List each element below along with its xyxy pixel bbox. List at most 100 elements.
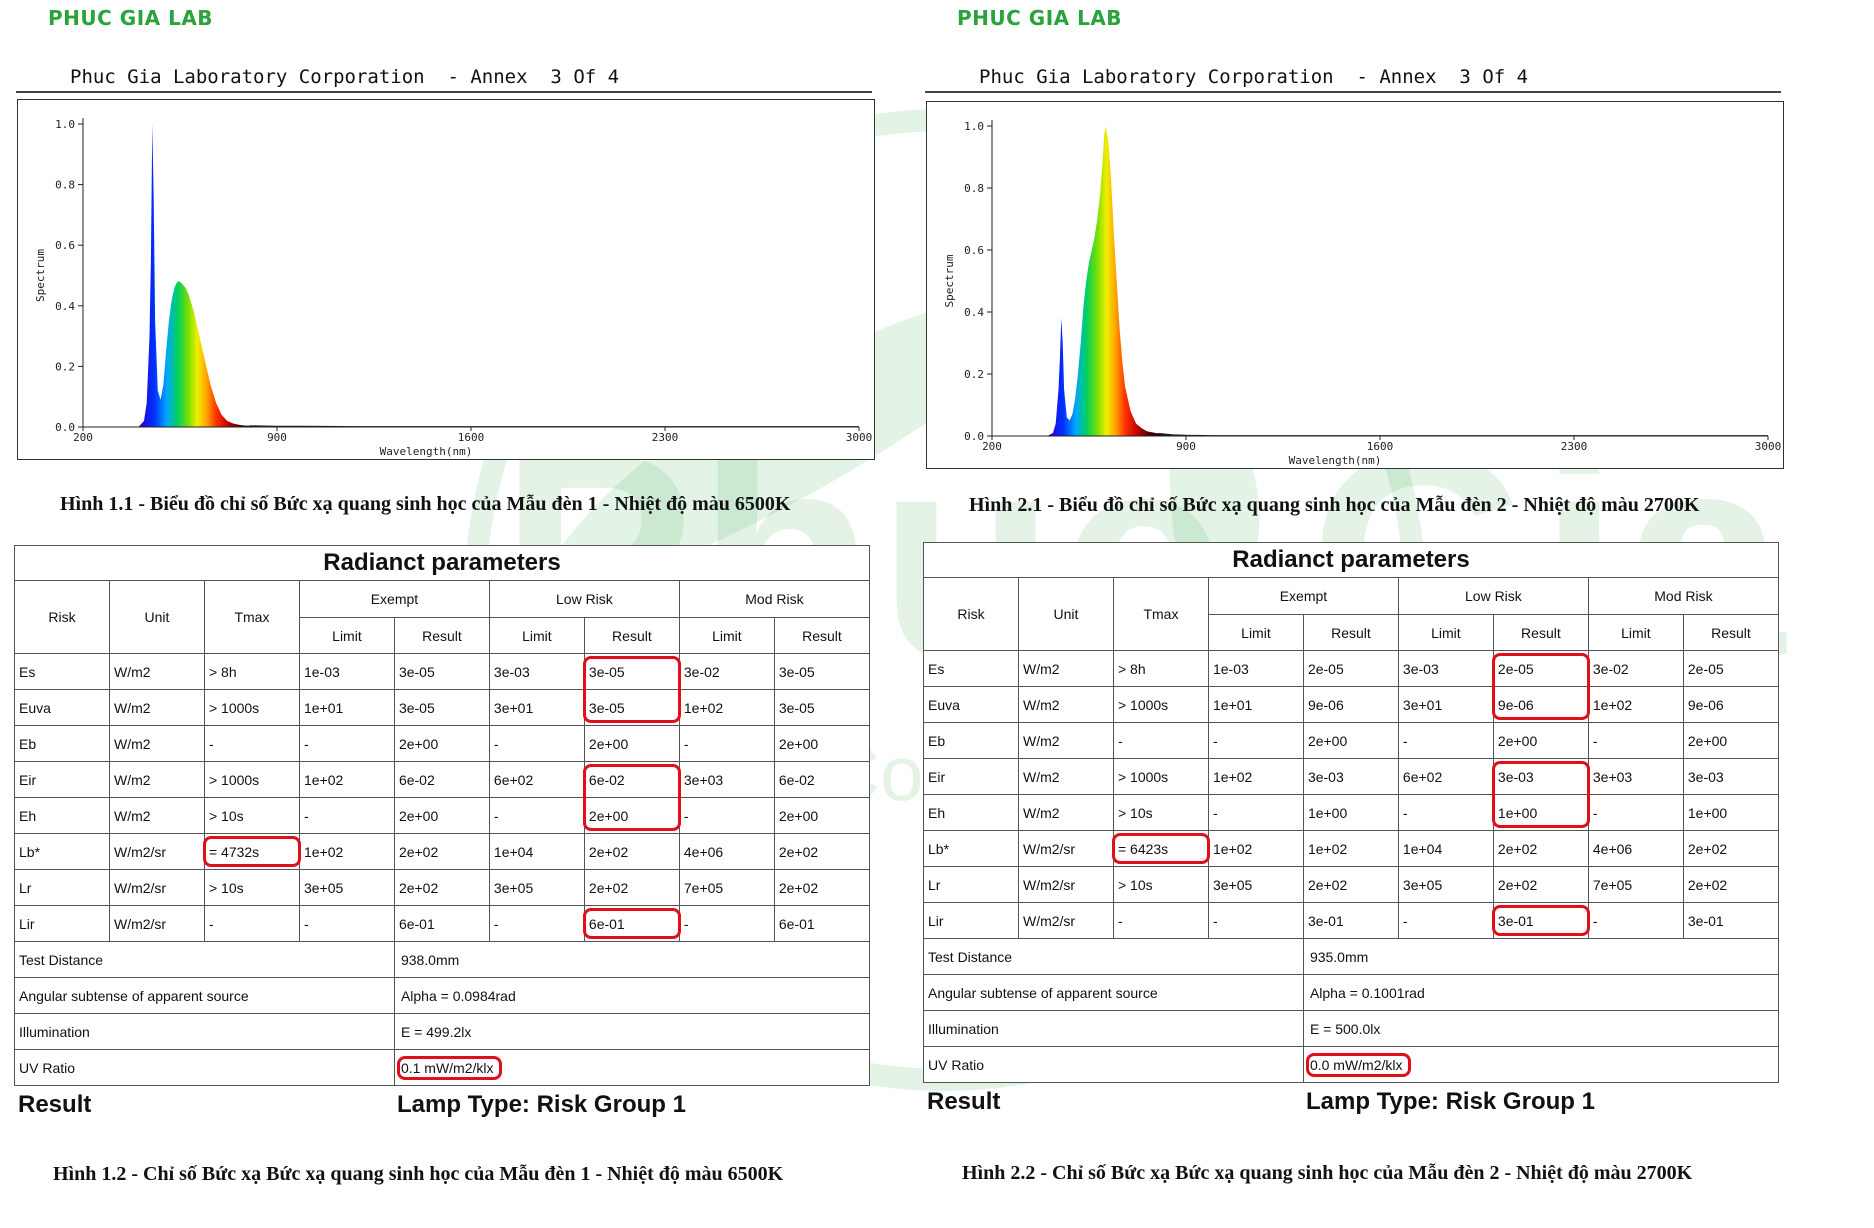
header-result: Result xyxy=(1492,614,1589,651)
report-title-divider xyxy=(925,91,1781,93)
info-value: 0.1 mW/m2/klx xyxy=(393,1049,871,1086)
cell-lr-result: 2e-05 xyxy=(1492,650,1591,688)
header-tmax: Tmax xyxy=(203,580,300,654)
y-tick-label: 0.4 xyxy=(964,306,984,319)
radiant-parameters-table: Radianct parameters Risk Unit Tmax Exempt Low… xyxy=(923,542,1780,1083)
cell-lr-result: 2e+02 xyxy=(583,869,680,906)
cell-tmax: > 10s xyxy=(1112,794,1209,831)
cell-lr-limit: - xyxy=(488,797,585,834)
cell-tmax: - xyxy=(1112,902,1209,939)
table-row: Eb W/m2- -2e+00-2e+00-2e+00 xyxy=(14,725,871,762)
x-axis-label: Wavelength(nm) xyxy=(380,445,473,458)
cell-risk: Lir xyxy=(923,902,1019,939)
cell-ex-limit: 3e+05 xyxy=(1207,866,1304,903)
info-value: Alpha = 0.1001rad xyxy=(1302,974,1780,1011)
cell-risk: Euva xyxy=(14,689,110,726)
cell-mr-limit: 3e+03 xyxy=(678,761,775,798)
cell-lr-result: 2e+02 xyxy=(583,833,680,870)
cell-ex-result: 3e-05 xyxy=(393,689,490,726)
cell-lr-result: 2e+00 xyxy=(583,725,680,762)
header-mod-risk: Mod Risk xyxy=(1587,577,1780,615)
cell-mr-result: 2e+02 xyxy=(773,869,871,906)
cell-lr-limit: 3e+05 xyxy=(488,869,585,906)
cell-ex-result: 2e+00 xyxy=(393,725,490,762)
x-axis-label: Wavelength(nm) xyxy=(1289,454,1382,467)
cell-mr-result: 9e-06 xyxy=(1682,686,1780,723)
cell-unit: W/m2/sr xyxy=(108,905,205,942)
table-row: Eir W/m2 > 1000s 1e+02 6e-02 6e+02 6e-02 3e+03 6… xyxy=(14,761,871,799)
x-tick-label: 900 xyxy=(1176,440,1196,453)
cell-lr-limit: 3e+05 xyxy=(1397,866,1494,903)
chart-caption: Hình 2.1 - Biểu đồ chỉ số Bức xạ quang s… xyxy=(969,494,1700,516)
cell-lr-limit: 6e+02 xyxy=(488,761,585,798)
cell-tmax: > 1000s xyxy=(203,689,300,726)
info-label: Angular subtense of apparent source xyxy=(14,977,395,1014)
table-row: Eh W/m2 > 10s -2e+00-2e+00-2e+00 xyxy=(14,797,871,834)
table-caption: Hình 1.2 - Chỉ số Bức xạ Bức xạ quang si… xyxy=(53,1163,784,1185)
info-row: Illumination E = 500.0lx xyxy=(923,1010,1780,1047)
table-row: Lb* W/m2/sr = 4732s 1e+02 2e+02 1e+04 2e+02 4e+… xyxy=(14,833,871,870)
cell-risk: Es xyxy=(14,653,110,690)
cell-ex-limit: 1e-03 xyxy=(1207,650,1304,687)
x-tick-label: 900 xyxy=(267,431,287,444)
cell-lr-limit: 6e+02 xyxy=(1397,758,1494,795)
table-title: Radianct parameters xyxy=(923,542,1779,578)
cell-mr-result: 6e-01 xyxy=(773,905,871,942)
cell-mr-result: 2e+02 xyxy=(773,833,871,870)
info-label: Test Distance xyxy=(14,941,395,978)
cell-ex-result: 2e+02 xyxy=(393,833,490,870)
cell-risk: Lr xyxy=(923,866,1019,903)
header-exempt: Exempt xyxy=(298,580,490,618)
info-label: Angular subtense of apparent source xyxy=(923,974,1304,1011)
y-tick-label: 0.6 xyxy=(964,244,984,257)
x-tick-label: 200 xyxy=(73,431,93,444)
info-value: 938.0mm xyxy=(393,941,871,978)
x-tick-label: 3000 xyxy=(846,431,873,444)
cell-ex-limit: 1e-03 xyxy=(298,653,395,690)
cell-mr-limit: 3e-02 xyxy=(1587,650,1684,687)
result-row: Result Lamp Type: Risk Group 1 xyxy=(18,1091,878,1131)
cell-mr-limit: 3e-02 xyxy=(678,653,775,690)
cell-mr-result: 2e-05 xyxy=(1682,650,1780,687)
cell-mr-result: 2e+00 xyxy=(1682,722,1780,759)
cell-risk: Eir xyxy=(14,761,110,798)
cell-ex-limit: - xyxy=(298,797,395,834)
report-title: Phuc Gia Laboratory Corporation - Annex … xyxy=(70,66,620,88)
info-value-text: 0.1 mW/m2/klx xyxy=(396,1054,502,1082)
cell-tmax: > 8h xyxy=(1112,650,1209,687)
cell-unit: W/m2/sr xyxy=(1017,830,1114,867)
cell-ex-result: 2e+02 xyxy=(393,869,490,906)
header-low-risk: Low Risk xyxy=(488,580,680,618)
table-row: Lir W/m2/sr - -3e-01-3e-01-3e-01 xyxy=(923,902,1780,939)
info-row: UV Ratio 0.0 mW/m2/klx xyxy=(923,1046,1780,1083)
cell-tmax: > 10s xyxy=(203,797,300,834)
cell-lr-limit: - xyxy=(1397,794,1494,831)
cell-mr-limit: - xyxy=(1587,722,1684,759)
cell-ex-limit: 1e+02 xyxy=(1207,830,1304,867)
cell-mr-limit: 1e+02 xyxy=(678,689,775,726)
cell-mr-result: 2e+02 xyxy=(1682,830,1780,867)
header-unit: Unit xyxy=(108,580,205,654)
cell-ex-limit: 1e+02 xyxy=(1207,758,1304,795)
table-row: Lb* W/m2/sr = 6423s 1e+02 1e+02 1e+04 2e+02 4e+… xyxy=(923,830,1780,867)
cell-lr-limit: 3e-03 xyxy=(488,653,585,690)
cell-mr-limit: - xyxy=(678,905,775,942)
header-result: Result xyxy=(1302,614,1399,651)
y-tick-label: 1.0 xyxy=(55,118,75,131)
info-value-text: Alpha = 0.1001rad xyxy=(1309,984,1425,1001)
info-value: 0.0 mW/m2/klx xyxy=(1302,1046,1780,1083)
cell-mr-result: 3e-01 xyxy=(1682,902,1780,939)
cell-mr-limit: 4e+06 xyxy=(678,833,775,870)
y-tick-label: 0.8 xyxy=(964,182,984,195)
cell-lr-result: 2e+00 xyxy=(583,797,682,834)
chart-caption: Hình 1.1 - Biểu đồ chỉ số Bức xạ quang s… xyxy=(60,493,791,515)
brand-label: PHUC GIA LAB xyxy=(957,6,1123,30)
cell-lr-limit: 1e+04 xyxy=(1397,830,1494,867)
spectrum-area-series xyxy=(132,124,859,427)
x-tick-label: 200 xyxy=(982,440,1002,453)
cell-ex-result: 2e+00 xyxy=(393,797,490,834)
cell-unit: W/m2/sr xyxy=(1017,902,1114,939)
cell-ex-result: 2e+00 xyxy=(1302,722,1399,759)
cell-unit: W/m2 xyxy=(1017,650,1114,687)
cell-mr-result: 3e-05 xyxy=(773,689,871,726)
